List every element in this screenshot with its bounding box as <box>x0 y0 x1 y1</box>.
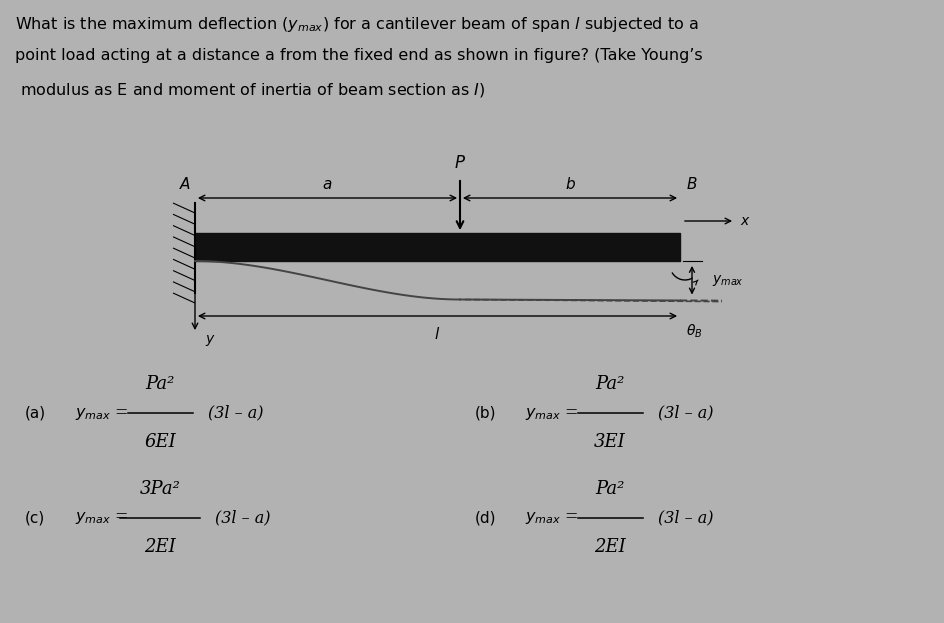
Text: $x$: $x$ <box>740 214 750 228</box>
Text: $y_{max}$: $y_{max}$ <box>712 273 744 288</box>
Text: (3l – a): (3l – a) <box>658 404 713 422</box>
Text: Pa²: Pa² <box>596 375 625 393</box>
Text: (3l – a): (3l – a) <box>658 510 713 526</box>
Text: 2EI: 2EI <box>144 538 176 556</box>
Text: Pa²: Pa² <box>596 480 625 498</box>
Bar <box>173 203 195 293</box>
Text: (3l – a): (3l – a) <box>208 404 263 422</box>
Text: $P$: $P$ <box>454 155 466 172</box>
Text: 3Pa²: 3Pa² <box>140 480 180 498</box>
Text: $a$: $a$ <box>322 178 332 192</box>
Text: What is the maximum deflection ($y_{max}$) for a cantilever beam of span $l$ sub: What is the maximum deflection ($y_{max}… <box>15 15 699 34</box>
Text: (c): (c) <box>25 510 45 525</box>
Bar <box>195 233 680 261</box>
Text: $b$: $b$ <box>565 176 576 192</box>
Text: (3l – a): (3l – a) <box>215 510 271 526</box>
Text: $A$: $A$ <box>178 176 191 192</box>
Text: Pa²: Pa² <box>145 375 175 393</box>
Text: $y$: $y$ <box>205 333 216 348</box>
Text: 6EI: 6EI <box>144 433 176 451</box>
Text: $y_{max}$ =: $y_{max}$ = <box>525 510 579 526</box>
Text: 2EI: 2EI <box>594 538 626 556</box>
Text: 3EI: 3EI <box>594 433 626 451</box>
Text: (d): (d) <box>475 510 497 525</box>
Text: $l$: $l$ <box>434 326 441 342</box>
Text: point load acting at a distance a from the fixed end as shown in figure? (Take Y: point load acting at a distance a from t… <box>15 48 702 63</box>
Text: $B$: $B$ <box>686 176 698 192</box>
Text: (a): (a) <box>25 406 46 421</box>
Text: $y_{max}$ =: $y_{max}$ = <box>75 510 128 526</box>
Text: $y_{max}$ =: $y_{max}$ = <box>525 404 579 422</box>
Text: $\theta_B$: $\theta_B$ <box>686 323 702 340</box>
Text: (b): (b) <box>475 406 497 421</box>
Text: modulus as E and moment of inertia of beam section as $I$): modulus as E and moment of inertia of be… <box>15 81 485 99</box>
Text: $y_{max}$ =: $y_{max}$ = <box>75 404 128 422</box>
